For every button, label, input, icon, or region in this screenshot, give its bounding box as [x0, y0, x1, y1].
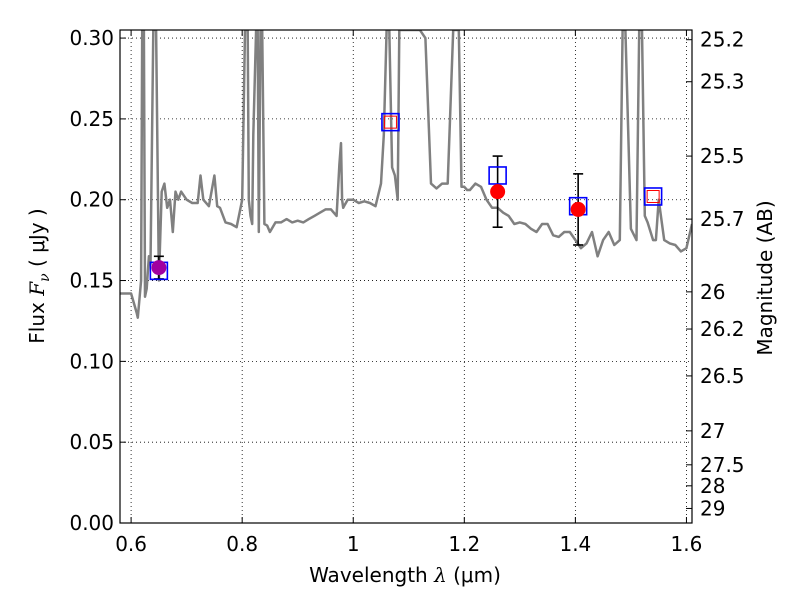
y2-tick-label: 28: [700, 474, 725, 498]
y-tick-label: 0.15: [69, 269, 114, 293]
x-tick-label: 1.4: [559, 532, 591, 556]
x-tick-label: 0.6: [115, 532, 147, 556]
model-photometry-square: [381, 112, 400, 132]
data-markers: [149, 112, 663, 281]
model-photometry-square: [643, 187, 663, 206]
y2-tick-label: 26: [700, 280, 725, 304]
y2-tick-label: 26.2: [700, 317, 745, 341]
x-tick-label: 0.8: [226, 532, 258, 556]
y2-tick-label: 25.5: [700, 144, 745, 168]
y2-tick-label: 25.7: [700, 207, 745, 231]
y-tick-label: 0.25: [69, 107, 114, 131]
y2-tick-label: 27.5: [700, 453, 745, 477]
y2-tick-label: 26.5: [700, 364, 745, 388]
y-tick-label: 0.10: [69, 349, 114, 373]
x-tick-label: 1.2: [448, 532, 480, 556]
plot-frame: [119, 29, 693, 524]
observed-point: [151, 260, 167, 276]
y-tick-label: 0.20: [69, 188, 114, 212]
x-ticks: 0.6 0.8 1 1.2 1.4 1.6: [115, 30, 702, 556]
model-spectrum-line: [120, 30, 692, 319]
x-tick-label: 1.6: [671, 532, 703, 556]
x-tick-label: 1: [347, 532, 360, 556]
y2-tick-label: 29: [700, 496, 725, 520]
y2-tick-label: 25.2: [700, 28, 745, 52]
model-photometry-square: [488, 166, 507, 185]
observed-point: [490, 184, 506, 200]
model-spectrum-layer: [120, 30, 692, 319]
y2-axis-label: Magnitude (AB): [753, 200, 777, 355]
observed-box-marker: [383, 115, 397, 129]
y-axis-label: Flux Fν ( μJy ): [25, 208, 53, 343]
x-axis-label: Wavelength λ (μm): [309, 563, 501, 587]
y-tick-label: 0.30: [69, 26, 114, 50]
y-tick-label: 0.05: [69, 430, 114, 454]
y2-tick-label: 27: [700, 419, 725, 443]
y-ticks: 0.00 0.05 0.10 0.15 0.20 0.25 0.30: [69, 26, 126, 535]
y-tick-label: 0.00: [69, 511, 114, 535]
y2-tick-label: 25.3: [700, 70, 745, 94]
observed-point: [570, 201, 586, 217]
observed-box-marker: [646, 189, 660, 203]
